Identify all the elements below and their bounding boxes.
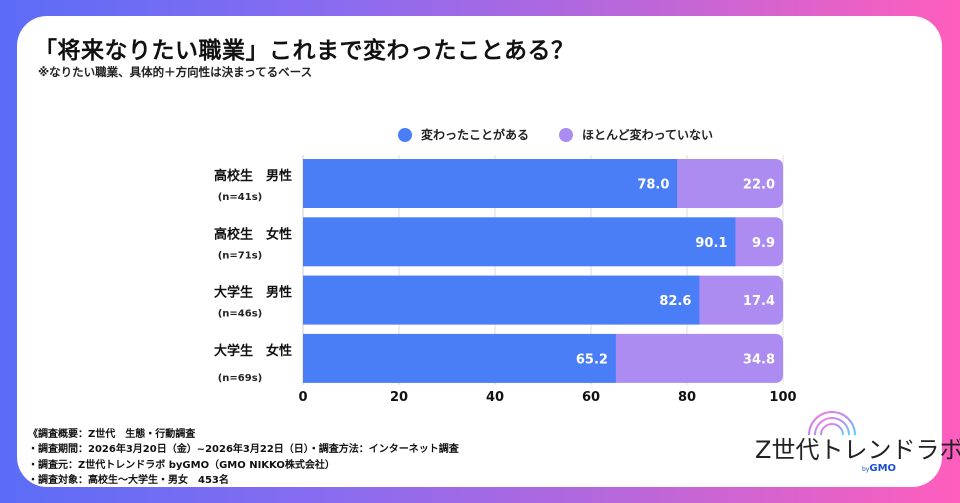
chart-title: 「将来なりたい職業」これまで変わったことある？ (34, 38, 575, 64)
x-tick-label: 100 (769, 390, 796, 405)
category-label: 大学生 男性 (214, 285, 292, 301)
category-n-label: (n=69s) (218, 373, 263, 384)
bar-segment-changed (303, 159, 678, 208)
byline-by: by (862, 466, 870, 473)
footer-line-target: ・調査対象：高校生～大学生・男女 453名 (28, 474, 229, 486)
byline-company: GMO (869, 463, 897, 474)
brand-byline: byGMO (862, 463, 896, 474)
bar-segment-changed (303, 217, 736, 267)
data-label: 22.0 (743, 178, 775, 193)
category-label: 高校生 男性 (214, 168, 292, 184)
footer-line-source: ・調査元：Z世代トレンドラボ byGMO（GMO NIKKO株式会社） (28, 459, 335, 471)
x-tick-label: 0 (298, 390, 307, 405)
category-n-label: (n=46s) (218, 309, 263, 320)
survey-footer: 《調査概要：Z世代 生態・行動調査 ・調査期間：2026年3月20日（金）~20… (28, 427, 459, 488)
data-label: 34.8 (743, 352, 775, 367)
data-label: 65.2 (576, 352, 608, 367)
legend-item-changed: 変わったことがある (398, 126, 529, 143)
x-tick-label: 40 (486, 390, 504, 405)
x-tick-label: 80 (678, 390, 696, 405)
legend: 変わったことがある ほとんど変わっていない (398, 126, 743, 143)
footer-line-period: ・調査期間：2026年3月20日（金）~2026年3月22日（日）・調査方法：イ… (28, 444, 459, 456)
x-tick-label: 20 (390, 390, 408, 405)
legend-dot-changed (398, 127, 412, 142)
x-tick-label: 60 (582, 390, 600, 405)
legend-item-not-changed: ほとんど変わっていない (559, 126, 713, 143)
data-label: 78.0 (637, 178, 669, 193)
data-label: 17.4 (743, 294, 775, 309)
bar-segment-not-changed (615, 333, 783, 383)
bar-segment-not-changed (735, 217, 783, 267)
category-label: 高校生 女性 (214, 226, 292, 242)
brand-name: Z世代トレンドラボ (755, 436, 960, 464)
data-label: 82.6 (659, 294, 691, 309)
bar-segment-changed (303, 333, 616, 383)
legend-label-changed: 変わったことがある (421, 128, 530, 142)
footer-line-overview: 《調査概要：Z世代 生態・行動調査 (28, 429, 196, 440)
bar-segment-changed (303, 275, 700, 325)
data-label: 90.1 (695, 236, 727, 251)
bar-segment-not-changed (699, 275, 783, 325)
bar-segment-not-changed (677, 159, 783, 208)
legend-label-not-changed: ほとんど変わっていない (582, 128, 714, 142)
legend-dot-not-changed (559, 127, 574, 142)
brand-logo: Z世代トレンドラボ byGMO (745, 402, 960, 477)
category-n-label: (n=71s) (218, 250, 263, 261)
category-n-label: (n=41s) (218, 192, 263, 203)
data-label: 9.9 (752, 236, 775, 251)
category-label: 大学生 女性 (214, 343, 292, 359)
signal-icon (808, 411, 856, 436)
chart-subtitle: ※なりたい職業、具体的＋方向性は決まってるベース (38, 65, 313, 79)
